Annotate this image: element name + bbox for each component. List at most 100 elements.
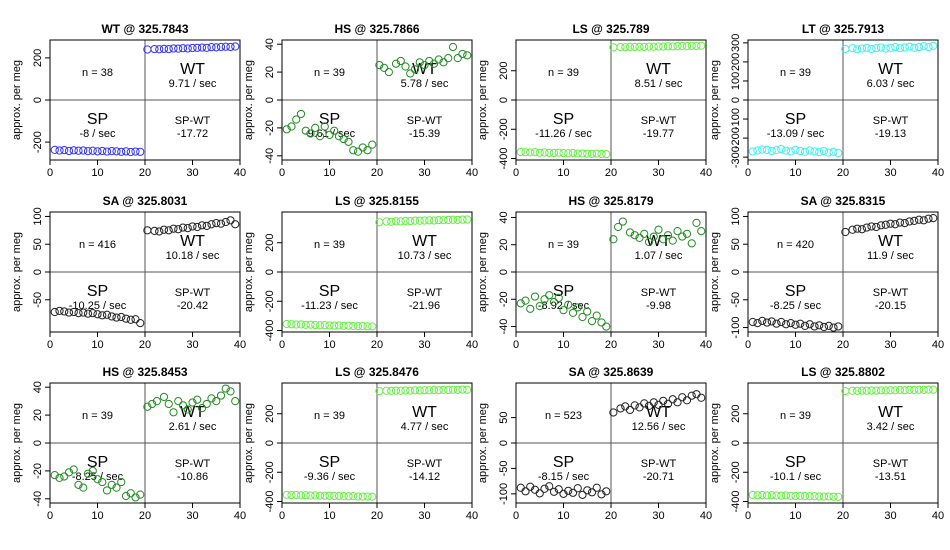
- spwt-label: SP-WT: [175, 115, 211, 127]
- wt-data-point: [396, 217, 405, 226]
- sp-data-point: [767, 146, 776, 156]
- chart-title: LS @ 325.8802: [801, 365, 885, 379]
- y-tick-label: 200: [730, 405, 742, 423]
- sp-data-point: [282, 490, 291, 499]
- x-tick-label: 20: [605, 510, 617, 522]
- sp-data-point: [136, 490, 145, 499]
- sp-data-point: [815, 321, 824, 330]
- wt-data-point: [616, 42, 625, 52]
- wt-data-point: [448, 385, 458, 394]
- chart-title: SA @ 325.8639: [569, 365, 654, 379]
- sp-data-point: [296, 491, 306, 500]
- wt-data-point: [212, 43, 221, 52]
- wt-data-point: [881, 220, 890, 229]
- wt-label: WT: [412, 61, 437, 78]
- wt-data-point: [439, 216, 448, 225]
- y-tick-label: -20: [264, 120, 276, 136]
- sp-data-point: [74, 146, 83, 155]
- sp-data-point: [791, 145, 800, 155]
- wt-data-point: [202, 399, 211, 409]
- y-axis-label: approx. per meg: [11, 232, 23, 312]
- sp-data-point: [540, 295, 549, 304]
- wt-data-point: [625, 228, 635, 237]
- chart-panel: LS @ 325.789 0 10 20 30 40 -400 -200 0 200 approx.…: [477, 22, 712, 179]
- x-tick-label: 0: [513, 510, 519, 522]
- wt-data-point: [621, 402, 630, 411]
- wt-label: WT: [180, 233, 205, 250]
- x-tick-label: 40: [932, 339, 944, 351]
- sp-data-point: [311, 123, 320, 133]
- x-tick-label: 30: [884, 510, 896, 522]
- n-label: n = 39: [314, 67, 345, 79]
- sp-data-point: [592, 149, 601, 158]
- y-tick-label: 20: [32, 409, 44, 421]
- y-tick-label: 40: [498, 211, 510, 223]
- sp-data-point: [564, 486, 573, 495]
- y-tick-label: 0: [730, 440, 742, 446]
- wt-data-point: [197, 221, 207, 230]
- sp-data-point: [339, 134, 348, 144]
- chart-title: HS @ 325.8179: [568, 194, 653, 208]
- sp-data-point: [772, 491, 781, 500]
- wt-data-point: [178, 223, 188, 232]
- sp-data-point: [545, 291, 554, 300]
- y-tick-label: -200: [730, 127, 742, 149]
- sp-data-point: [55, 473, 64, 482]
- sp-data-point: [287, 490, 296, 500]
- wt-data-point: [216, 391, 226, 400]
- x-tick-label: 10: [557, 167, 569, 179]
- x-tick-label: 0: [47, 510, 53, 522]
- x-tick-label: 10: [557, 339, 569, 351]
- sp-data-point: [344, 137, 353, 146]
- sp-data-point: [368, 322, 377, 331]
- y-tick-label: -40: [32, 491, 44, 507]
- sp-data-point: [93, 147, 102, 156]
- wt-data-point: [654, 42, 663, 51]
- wt-data-point: [425, 216, 434, 225]
- sp-data-point: [805, 320, 814, 329]
- sp-data-point: [535, 148, 544, 157]
- spwt-value: -13.51: [875, 471, 906, 483]
- wt-data-point: [857, 44, 867, 53]
- wt-data-point: [919, 42, 928, 51]
- wt-data-point: [857, 386, 867, 395]
- sp-data-point: [748, 317, 757, 327]
- sp-data-point: [824, 492, 833, 501]
- sp-label: SP: [553, 111, 574, 128]
- wt-data-point: [178, 401, 188, 410]
- sp-data-point: [301, 320, 310, 329]
- x-tick-label: 10: [323, 167, 335, 179]
- wt-data-point: [382, 217, 391, 226]
- y-tick-label: -400: [264, 491, 276, 513]
- sp-data-point: [800, 147, 810, 156]
- wt-data-point: [886, 386, 895, 395]
- y-tick-label: 0: [32, 97, 44, 103]
- wt-data-point: [188, 43, 197, 53]
- chart-panel: LS @ 325.8476 0 10 20 30 40 -400 -200 0 200 approx…: [243, 365, 478, 522]
- x-tick-label: 10: [323, 339, 335, 351]
- wt-label: WT: [412, 233, 437, 250]
- chart-panel: SA @ 325.8639 0 10 20 30 40 -100 -50 0 50 approx. …: [477, 365, 712, 522]
- y-axis-label: approx. per meg: [11, 403, 23, 483]
- wt-data-point: [434, 215, 443, 225]
- sp-data-point: [55, 146, 64, 155]
- chart-title: HS @ 325.7866: [334, 22, 419, 36]
- sp-rate: -8.25 / sec: [770, 300, 822, 312]
- sp-data-point: [791, 320, 800, 329]
- wt-data-point: [857, 225, 867, 234]
- spwt-label: SP-WT: [641, 115, 677, 127]
- x-tick-label: 10: [557, 510, 569, 522]
- wt-rate: 8.51 / sec: [635, 78, 683, 90]
- wt-data-point: [415, 58, 424, 67]
- x-tick-label: 10: [789, 510, 801, 522]
- sp-data-point: [829, 492, 838, 501]
- wt-data-point: [895, 218, 905, 227]
- spwt-value: -21.96: [409, 300, 440, 312]
- sp-data-point: [526, 304, 535, 313]
- sp-data-point: [777, 145, 786, 154]
- sp-data-point: [819, 492, 829, 501]
- sp-data-point: [112, 483, 121, 492]
- x-tick-label: 10: [789, 339, 801, 351]
- y-tick-label: -50: [730, 292, 742, 308]
